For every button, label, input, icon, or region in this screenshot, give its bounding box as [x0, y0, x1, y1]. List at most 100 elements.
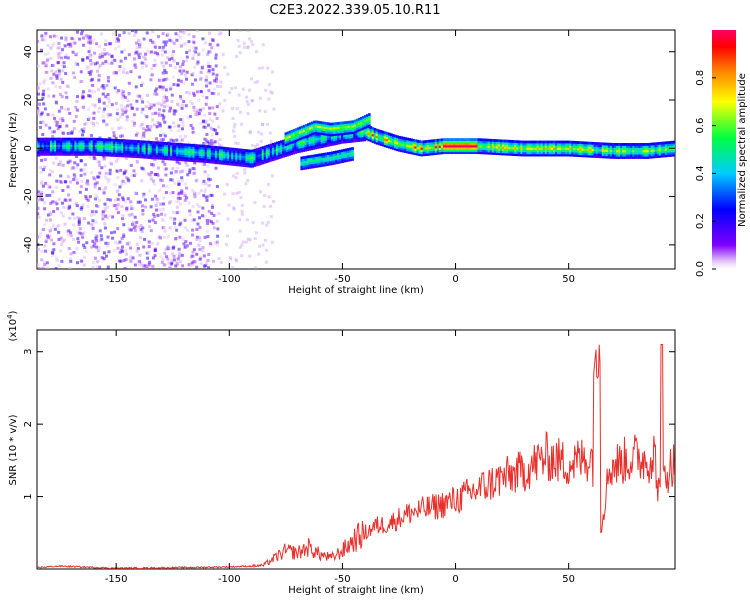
noise-cell — [103, 52, 107, 56]
band-cell — [290, 143, 293, 147]
band-cell — [298, 133, 302, 136]
band-cell — [290, 145, 293, 149]
noise-cell — [86, 55, 90, 59]
noise-cell — [166, 32, 170, 36]
noise-cell — [198, 77, 202, 81]
band-cell — [394, 143, 397, 147]
band-cell — [369, 126, 373, 130]
band-cell — [650, 144, 654, 148]
band-cell — [349, 124, 353, 128]
noise-cell — [132, 57, 136, 61]
noise-cell — [88, 54, 92, 58]
band-cell — [58, 148, 61, 152]
noise-cell — [94, 234, 98, 238]
band-cell — [311, 132, 314, 136]
band-cell — [530, 140, 534, 144]
band-cell — [664, 147, 668, 151]
band-cell — [300, 145, 304, 149]
noise-cell — [238, 229, 242, 233]
band-cell — [337, 150, 340, 153]
band-cell — [251, 151, 255, 155]
band-cell — [414, 152, 418, 156]
band-cell — [308, 166, 312, 169]
noise-cell — [136, 161, 140, 165]
noise-cell — [206, 221, 210, 225]
noise-cell — [81, 58, 85, 62]
band-cell — [556, 142, 560, 146]
noise-cell — [122, 67, 126, 71]
band-cell — [530, 151, 534, 155]
band-cell — [666, 141, 670, 145]
band-cell — [495, 147, 499, 151]
noise-cell — [213, 79, 217, 83]
band-cell — [636, 149, 639, 153]
noise-cell — [161, 85, 165, 89]
noise-cell — [161, 99, 165, 103]
noise-cell — [212, 127, 216, 131]
noise-cell — [195, 235, 199, 239]
band-cell — [630, 153, 633, 157]
noise-cell — [66, 56, 70, 60]
band-cell — [673, 145, 675, 148]
noise-cell — [172, 258, 176, 262]
noise-cell — [78, 231, 82, 235]
noise-cell — [163, 120, 167, 124]
band-cell — [82, 146, 86, 150]
noise-cell — [216, 227, 220, 231]
noise-cell — [122, 110, 126, 114]
band-cell — [62, 146, 65, 150]
noise-cell — [166, 247, 170, 251]
noise-cell — [131, 256, 135, 260]
x-tick-label: 0 — [452, 274, 458, 285]
band-cell — [168, 144, 171, 148]
noise-cell — [153, 157, 157, 161]
band-cell — [530, 153, 534, 157]
band-cell — [469, 151, 473, 155]
noise-cell — [129, 255, 133, 259]
band-cell — [379, 134, 383, 138]
band-cell — [200, 159, 204, 163]
band-cell — [317, 122, 320, 126]
noise-cell — [177, 210, 181, 214]
band-cell — [326, 139, 330, 143]
band-cell — [172, 142, 175, 146]
noise-cell — [180, 176, 184, 180]
band-cell — [259, 146, 263, 150]
noise-cell — [81, 36, 85, 40]
band-cell — [593, 148, 597, 152]
noise-cell — [144, 52, 148, 56]
band-cell — [313, 122, 316, 126]
noise-cell — [199, 70, 203, 74]
band-cell — [208, 147, 212, 151]
noise-cell — [214, 53, 218, 57]
noise-cell — [172, 219, 176, 223]
band-cell — [68, 150, 71, 154]
noise-cell — [172, 83, 176, 87]
band-cell — [636, 151, 639, 155]
band-cell — [463, 142, 466, 146]
band-cell — [312, 144, 316, 148]
noise-cell — [137, 55, 141, 59]
band-cell — [329, 122, 332, 126]
band-cell — [561, 140, 564, 144]
band-cell — [662, 148, 666, 151]
noise-cell — [63, 44, 67, 48]
band-cell — [261, 148, 265, 152]
band-cell — [477, 142, 481, 146]
band-cell — [319, 125, 322, 129]
band-cell — [202, 155, 206, 159]
band-cell — [74, 137, 77, 141]
band-cell — [286, 147, 289, 150]
noise-cell — [210, 193, 214, 197]
noise-cell — [128, 213, 132, 217]
noise-cell — [69, 231, 73, 235]
band-cell — [323, 128, 326, 132]
noise-cell — [120, 50, 124, 54]
band-cell — [324, 159, 328, 162]
noise-cell — [144, 205, 148, 209]
noise-cell — [218, 102, 222, 106]
band-cell — [473, 138, 477, 142]
noise-cell — [46, 87, 50, 91]
noise-cell — [171, 53, 175, 57]
noise-cell — [146, 49, 150, 53]
